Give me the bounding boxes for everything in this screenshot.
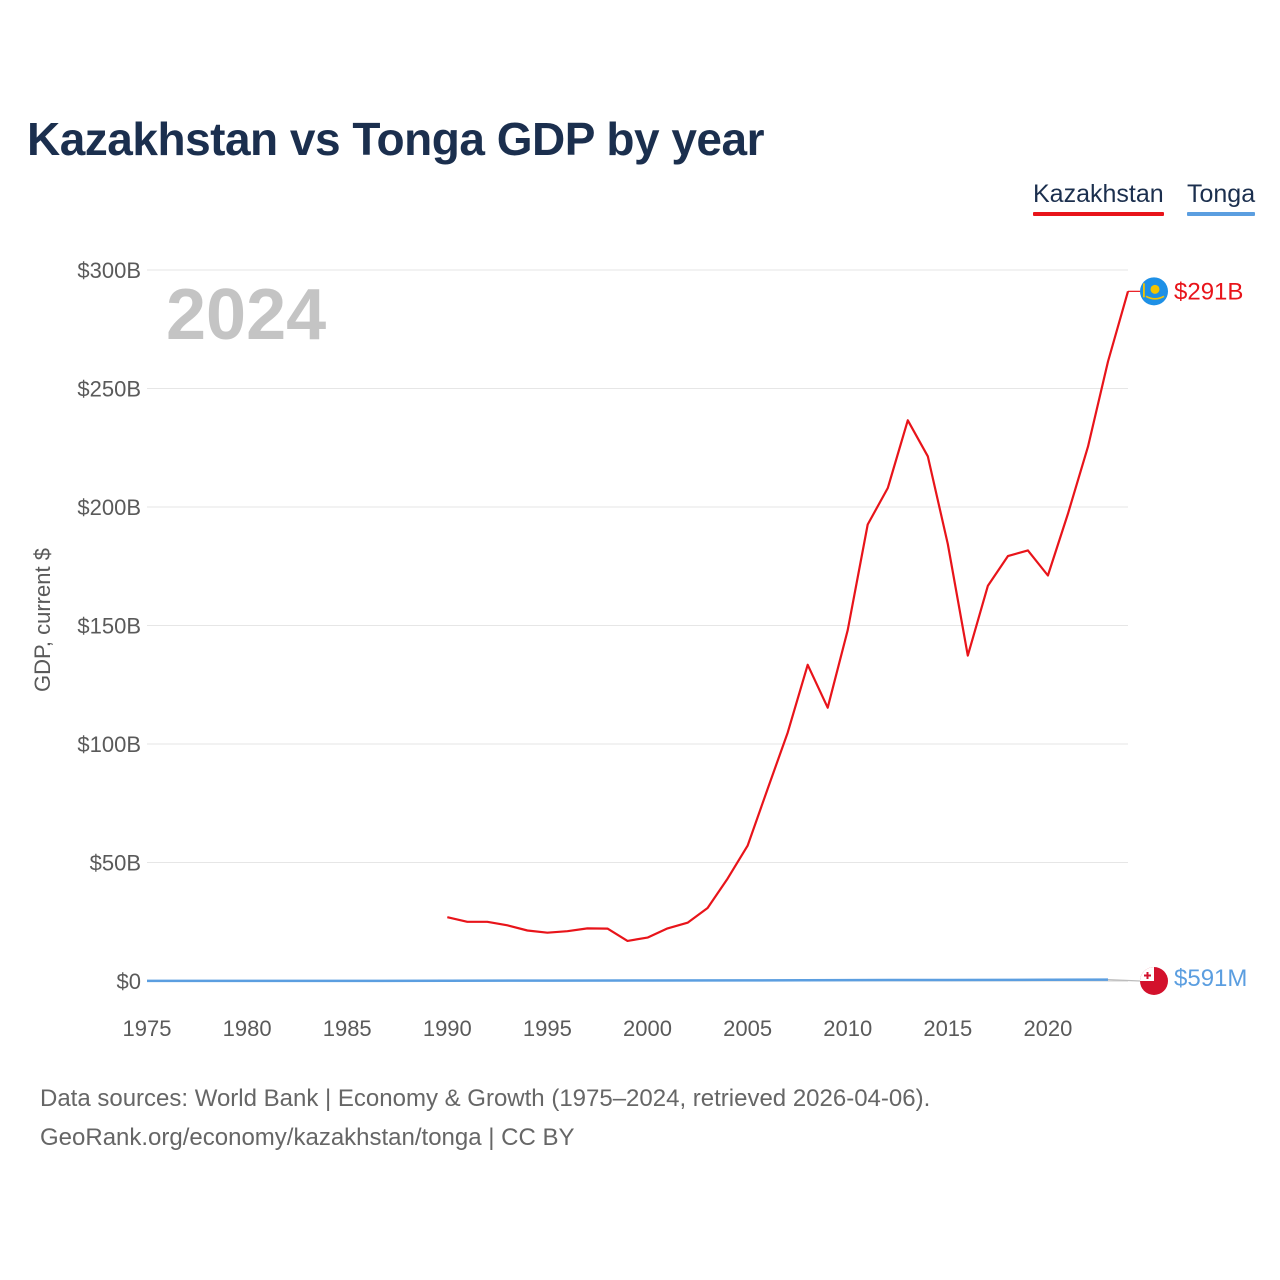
x-tick-label: 1990 — [423, 1016, 472, 1041]
legend-kazakhstan-swatch — [1033, 212, 1164, 216]
end-label-tonga: $591M — [1174, 965, 1247, 992]
y-tick-label: $0 — [117, 969, 141, 994]
y-tick-label: $150B — [77, 614, 141, 639]
year-label: 2024 — [166, 275, 326, 355]
legend-tonga-label: Tonga — [1187, 180, 1256, 208]
y-tick-label: $200B — [77, 495, 141, 520]
y-tick-label: $300B — [77, 258, 141, 283]
x-tick-label: 1985 — [323, 1016, 372, 1041]
chart-title: Kazakhstan vs Tonga GDP by year — [27, 113, 764, 165]
x-axis-ticks: 1975 1980 1985 1990 1995 2000 2005 2010 2015 2020 — [123, 1016, 1073, 1041]
x-tick-label: 2000 — [623, 1016, 672, 1041]
end-label-kazakhstan: $291B — [1174, 278, 1243, 305]
legend-kazakhstan-label: Kazakhstan — [1033, 180, 1164, 208]
legend-kazakhstan[interactable]: Kazakhstan — [1033, 180, 1164, 216]
gdp-line-chart: $0 $50B $100B $150B $200B $250B $300B 1975 1980… — [30, 258, 1247, 1041]
tonga-flag-icon — [1140, 967, 1168, 995]
grid-lines — [147, 269, 1128, 982]
x-tick-label: 1995 — [523, 1016, 572, 1041]
x-tick-label: 1975 — [123, 1016, 172, 1041]
kazakhstan-flag-icon — [1140, 277, 1168, 306]
x-tick-label: 2020 — [1023, 1016, 1072, 1041]
end-connector — [1107, 979, 1141, 982]
legend-tonga-swatch — [1187, 212, 1256, 216]
y-axis-ticks: $0 $50B $100B $150B $200B $250B $300B — [77, 258, 141, 994]
y-tick-label: $250B — [77, 377, 141, 402]
series-group — [147, 290, 1130, 983]
x-tick-label: 1980 — [223, 1016, 272, 1041]
footer-link[interactable]: GeoRank.org/economy/kazakhstan/tonga | C… — [40, 1124, 575, 1151]
footer-sources: Data sources: World Bank | Economy & Gro… — [40, 1085, 931, 1112]
y-axis-label: GDP, current $ — [30, 548, 55, 692]
x-tick-label: 2005 — [723, 1016, 772, 1041]
end-markers: $291B $591M — [1107, 277, 1247, 995]
y-tick-label: $100B — [77, 732, 141, 757]
series-line-tonga — [147, 978, 1109, 983]
series-line-kazakhstan — [447, 290, 1130, 943]
legend-tonga[interactable]: Tonga — [1187, 180, 1256, 216]
x-tick-label: 2010 — [823, 1016, 872, 1041]
y-tick-label: $50B — [90, 851, 141, 876]
x-tick-label: 2015 — [923, 1016, 972, 1041]
